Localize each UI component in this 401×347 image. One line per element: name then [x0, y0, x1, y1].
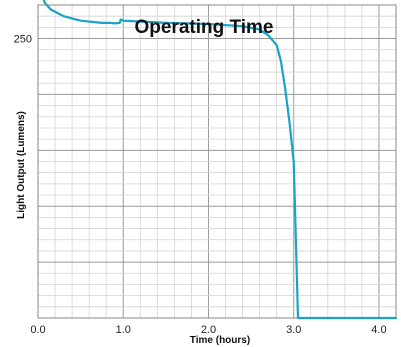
- y-tick-labels: 250: [14, 34, 32, 46]
- x-tick-label: 4.0: [371, 324, 386, 336]
- x-tick-label: 2.0: [201, 324, 216, 336]
- x-axis-label: Time (hours): [190, 335, 250, 346]
- plot-frame: [37, 4, 397, 319]
- y-tick-label: 250: [14, 34, 32, 46]
- x-tick-label: 0.0: [30, 324, 45, 336]
- x-tick-label: 3.0: [286, 324, 301, 336]
- x-tick-label: 1.0: [116, 324, 131, 336]
- x-tick-labels: 0.0 1.0 2.0 3.0 4.0: [30, 324, 386, 336]
- chart-title: Operating Time: [134, 17, 273, 38]
- light-output-series-line: [42, 0, 398, 320]
- y-axis-label: Light Output (Lumens): [16, 111, 27, 219]
